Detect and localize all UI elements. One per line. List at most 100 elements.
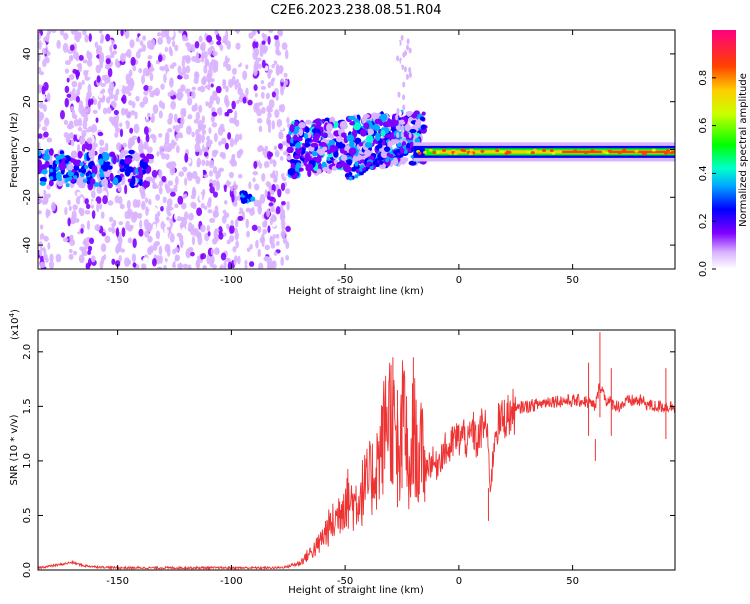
heatmap-cell xyxy=(408,72,412,79)
heatmap-cell xyxy=(70,214,76,225)
heatmap-cell xyxy=(90,255,96,263)
heatmap-cell xyxy=(96,185,103,194)
heatmap-cell xyxy=(251,206,255,214)
heatmap-cell xyxy=(112,50,118,55)
heatmap-cell xyxy=(238,148,244,156)
heatmap-cell xyxy=(282,150,289,156)
heatmap-cell xyxy=(164,46,169,53)
heatmap-cell xyxy=(226,48,232,59)
heatmap-cell xyxy=(256,117,263,124)
heatmap-cell xyxy=(340,154,348,161)
heatmap-cell xyxy=(293,134,298,141)
colorbar-tick-label: 0.2 xyxy=(698,213,709,229)
heatmap-cell xyxy=(105,58,111,65)
heatmap-cell xyxy=(151,169,158,178)
heatmap-cell xyxy=(208,159,215,169)
heatmap-cell xyxy=(265,167,272,174)
heatmap-cell xyxy=(181,166,188,171)
heatmap-cell xyxy=(617,151,622,155)
heatmap-cell xyxy=(100,82,106,88)
heatmap-cell xyxy=(150,38,156,47)
heatmap-cell xyxy=(108,116,114,123)
heatmap-cell xyxy=(263,46,267,55)
heatmap-cell xyxy=(367,155,375,161)
heatmap-cell xyxy=(112,154,117,165)
heatmap-cell xyxy=(244,83,248,89)
heatmap-cell xyxy=(277,51,282,56)
heatmap-cell xyxy=(48,164,53,170)
heatmap-cell xyxy=(268,144,273,152)
heatmap-cell xyxy=(601,150,606,154)
heatmap-cell xyxy=(235,240,239,249)
heatmap-cell xyxy=(284,79,289,86)
heatmap-cell xyxy=(622,148,627,152)
heatmap-cell xyxy=(218,140,222,146)
heatmap-cell xyxy=(206,73,212,83)
heatmap-cell xyxy=(251,224,258,231)
heatmap-cell xyxy=(188,212,194,221)
heatmap-cell xyxy=(113,93,118,102)
heatmap-cell xyxy=(183,211,189,221)
heatmap-cell xyxy=(81,169,86,174)
heatmap-cell xyxy=(97,100,101,111)
heatmap-cell xyxy=(223,260,227,269)
heatmap-cell xyxy=(277,65,284,73)
heatmap-cell xyxy=(190,194,196,200)
heatmap-cell xyxy=(277,143,283,150)
heatmap-cell xyxy=(117,185,122,192)
heatmap-cell xyxy=(40,94,46,102)
heatmap-cell xyxy=(233,189,237,197)
heatmap-cell xyxy=(326,123,333,133)
heatmap-cell xyxy=(199,193,203,202)
heatmap-cell xyxy=(495,149,500,153)
heatmap-cell xyxy=(158,100,163,108)
heatmap-cell xyxy=(68,54,74,61)
heatmap-cell xyxy=(130,56,136,66)
heatmap-cell xyxy=(148,66,155,72)
heatmap-cell xyxy=(79,196,84,207)
heatmap-cell xyxy=(258,101,263,106)
heatmap-cell xyxy=(42,41,47,49)
heatmap-cell xyxy=(88,33,92,42)
heatmap-cell xyxy=(251,214,257,222)
heatmap-cell xyxy=(63,119,69,125)
heatmap-cell xyxy=(115,88,120,96)
heatmap-cell xyxy=(215,195,220,205)
heatmap-cell xyxy=(214,205,219,213)
heatmap-cell xyxy=(280,182,286,192)
heatmap-cell xyxy=(43,235,49,242)
spectrogram-y-tick-label: 40 xyxy=(22,48,33,61)
heatmap-cell xyxy=(339,120,348,130)
heatmap-cell xyxy=(81,247,88,254)
heatmap-cell xyxy=(142,179,150,188)
heatmap-cell xyxy=(115,212,120,220)
heatmap-cell xyxy=(173,184,178,190)
heatmap-cell xyxy=(186,96,193,106)
heatmap-cell xyxy=(99,51,104,61)
heatmap-cell xyxy=(345,173,350,178)
heatmap-cell xyxy=(215,96,221,105)
heatmap-cell xyxy=(530,151,535,155)
heatmap-cell xyxy=(398,65,402,72)
spectrogram-y-tick-label: -40 xyxy=(22,237,33,253)
heatmap-cell xyxy=(267,225,271,233)
heatmap-cell xyxy=(413,110,420,115)
heatmap-cell xyxy=(62,42,69,53)
heatmap-cell xyxy=(171,62,177,67)
heatmap-cell xyxy=(269,235,273,245)
heatmap-cell xyxy=(67,199,71,206)
heatmap-cell xyxy=(282,237,288,244)
heatmap-cell xyxy=(207,47,213,56)
heatmap-cell xyxy=(141,44,147,52)
heatmap-cell xyxy=(232,246,237,253)
heatmap-cell xyxy=(48,179,54,187)
heatmap-cell xyxy=(76,63,82,68)
heatmap-cell xyxy=(145,69,150,77)
heatmap-cell xyxy=(73,119,80,127)
heatmap-cell xyxy=(248,181,252,190)
heatmap-cell xyxy=(408,132,412,139)
heatmap-cell xyxy=(76,32,81,38)
heatmap-cell xyxy=(141,161,149,170)
heatmap-cell xyxy=(261,32,265,38)
heatmap-cell xyxy=(275,206,281,215)
